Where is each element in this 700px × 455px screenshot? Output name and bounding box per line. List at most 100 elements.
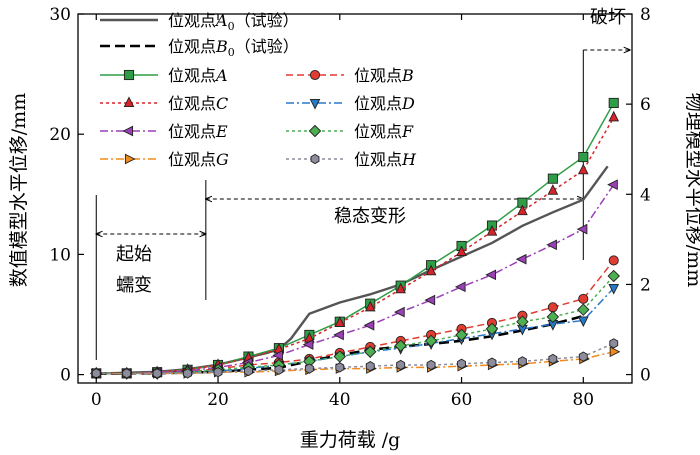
- point-H-5: [122, 368, 132, 379]
- legend-marker-A: [123, 69, 135, 81]
- y-right-tick-label-8: 8: [640, 5, 651, 25]
- legend: 位观点A0（试验） 位观点B0（试验） 位观点A 位观点B 位观点C 位观点D 位观点E 位观…: [100, 11, 417, 169]
- point-B-75: [547, 302, 558, 313]
- point-H-60: [457, 358, 466, 369]
- y-left-tick-label-0: 0: [60, 366, 71, 386]
- point-F-60: [455, 328, 468, 342]
- legend-label-F: 位观点F: [354, 122, 414, 141]
- point-C-65: [486, 224, 498, 236]
- series-line-F: [96, 275, 615, 375]
- point-H-85: [609, 338, 619, 349]
- point-C-80: [577, 163, 589, 175]
- point-C-45: [364, 300, 376, 312]
- x-tick-label-60: 60: [451, 390, 473, 410]
- point-F-40: [333, 350, 347, 363]
- point-H-50: [396, 359, 406, 371]
- point-G-85: [609, 346, 621, 358]
- point-H-80: [578, 351, 588, 362]
- series-line-A0: [96, 165, 609, 375]
- annotation-steady: 稳态变形: [334, 206, 406, 227]
- point-C-40: [334, 316, 346, 327]
- legend-label-D: 位观点D: [354, 94, 415, 113]
- x-tick-label-0: 0: [91, 390, 102, 410]
- point-F-85: [607, 269, 620, 283]
- point-E-40: [333, 329, 344, 341]
- point-E-50: [394, 306, 405, 318]
- legend-label-E: 位观点E: [168, 122, 228, 141]
- legend-marker-F: [308, 124, 322, 138]
- point-F-75: [546, 310, 560, 324]
- point-H-70: [517, 356, 527, 367]
- legend-marker-D: [309, 98, 321, 110]
- y-right-tick-label-4: 4: [640, 185, 651, 205]
- point-E-80: [576, 223, 588, 235]
- legend-label-G: 位观点G: [168, 150, 229, 169]
- point-H-35: [304, 363, 314, 374]
- series-line-B: [96, 259, 615, 375]
- legend-marker-E: [122, 125, 134, 137]
- series-layer: [89, 97, 621, 380]
- legend-label-B0: 位观点B0（试验）: [168, 37, 299, 59]
- legend-marker-G: [124, 153, 136, 165]
- point-H-40: [335, 362, 345, 373]
- legend-label-A: 位观点A: [168, 66, 228, 85]
- point-D-85: [608, 283, 620, 295]
- point-H-75: [548, 353, 558, 365]
- point-F-50: [394, 339, 407, 352]
- point-E-75: [546, 239, 557, 251]
- point-E-45: [363, 319, 375, 331]
- point-A-80: [578, 151, 589, 163]
- point-F-55: [424, 334, 438, 348]
- axes-layer: 0 20 40 60 80 0 10 20 30 0 2 4 6 8: [49, 5, 650, 410]
- series-H: [91, 338, 619, 379]
- point-E-30: [272, 350, 283, 361]
- point-C-75: [547, 184, 559, 195]
- point-H-10: [152, 368, 162, 379]
- x-axis-title: 重力荷载 /g: [300, 429, 401, 451]
- point-A-75: [547, 173, 558, 184]
- point-E-35: [302, 339, 314, 350]
- point-E-65: [485, 269, 497, 281]
- legend-label-H: 位观点H: [354, 150, 417, 169]
- y-left-axis-title: 数值模型水平位移/mm: [8, 93, 30, 287]
- point-H-45: [365, 361, 375, 372]
- point-B-80: [578, 293, 589, 304]
- annotation-creep-line1: 起始: [116, 244, 152, 265]
- y-right-tick-label-6: 6: [640, 95, 651, 115]
- point-B-85: [608, 255, 619, 266]
- point-E-70: [515, 253, 527, 265]
- point-D-80: [577, 316, 589, 328]
- point-H-20: [213, 367, 223, 378]
- point-F-65: [485, 322, 499, 336]
- point-H-65: [487, 357, 497, 368]
- y-right-axis-title: 物理模型水平位移/mm: [683, 93, 700, 287]
- series-line-A: [96, 102, 615, 375]
- point-E-85: [607, 179, 618, 191]
- y-right-tick-label-0: 0: [640, 366, 651, 386]
- point-F-70: [516, 315, 529, 328]
- legend-marker-C: [123, 96, 135, 108]
- point-F-80: [577, 303, 590, 316]
- y-left-tick-label-30: 30: [49, 5, 71, 25]
- legend-label-A0: 位观点A0（试验）: [168, 11, 299, 33]
- point-H-0: [91, 368, 101, 379]
- point-F-45: [363, 345, 377, 358]
- series-line-C: [96, 116, 615, 375]
- point-E-55: [424, 294, 436, 306]
- point-H-25: [244, 365, 253, 377]
- point-C-70: [517, 204, 528, 216]
- point-A-85: [608, 97, 619, 108]
- point-C-50: [395, 282, 406, 294]
- plot-frame: [77, 13, 633, 384]
- point-C-55: [425, 264, 437, 276]
- legend-marker-H: [310, 153, 320, 165]
- point-H-30: [274, 364, 284, 375]
- series-line-H: [96, 342, 615, 375]
- point-C-60: [456, 245, 467, 257]
- point-E-60: [454, 281, 466, 293]
- x-tick-label-20: 20: [207, 390, 229, 410]
- legend-label-B: 位观点B: [354, 66, 414, 85]
- y-right-tick-label-2: 2: [640, 275, 651, 295]
- legend-label-C: 位观点C: [168, 94, 228, 113]
